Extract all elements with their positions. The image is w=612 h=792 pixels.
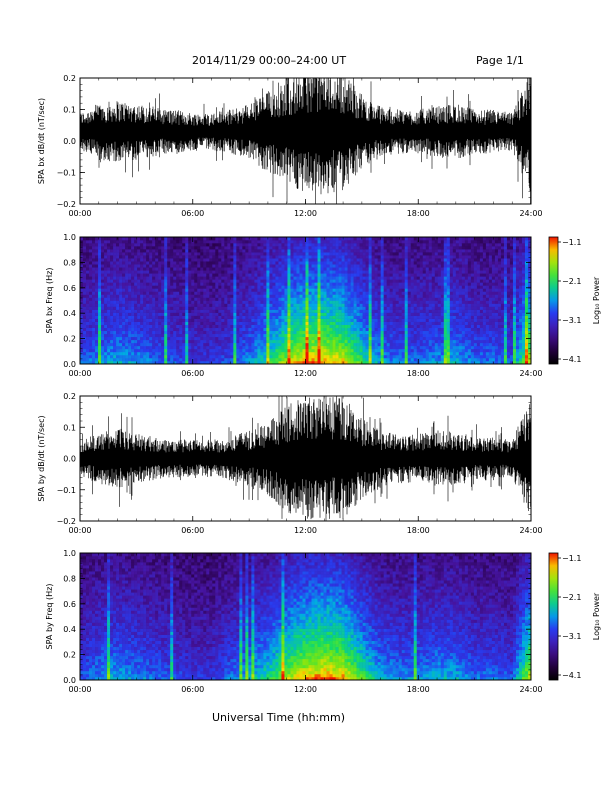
- y-tick-label: 0.8: [63, 258, 76, 267]
- y-tick-label: 0.1: [63, 423, 76, 432]
- colorbar-label: Log₁₀ Power: [592, 276, 601, 324]
- page-number: Page 1/1: [476, 54, 524, 67]
- x-tick-label: 00:00: [68, 209, 91, 218]
- x-tick-label: 24:00: [519, 369, 542, 378]
- x-tick-label: 06:00: [181, 209, 204, 218]
- x-tick-label: 12:00: [294, 685, 317, 694]
- y-tick-label: 0.4: [63, 625, 76, 634]
- colorbar-tick-label: −4.1: [562, 355, 581, 364]
- x-tick-label: 24:00: [519, 526, 542, 535]
- colorbar: [548, 552, 559, 681]
- x-tick-label: 00:00: [68, 685, 91, 694]
- y-tick-label: 0.2: [63, 335, 76, 344]
- y-tick-label: −0.2: [57, 517, 76, 526]
- x-tick-label: 18:00: [407, 369, 430, 378]
- y-tick-label: 1.0: [63, 549, 76, 558]
- y-tick-label: 0.0: [63, 455, 76, 464]
- colorbar-tick-label: −4.1: [562, 671, 581, 680]
- x-tick-label: 06:00: [181, 526, 204, 535]
- y-tick-label: −0.1: [57, 169, 76, 178]
- x-tick-label: 00:00: [68, 369, 91, 378]
- colorbar-tick-label: −3.1: [562, 632, 581, 641]
- x-tick-label: 12:00: [294, 526, 317, 535]
- y-tick-label: 0.0: [63, 137, 76, 146]
- y-tick-label: 0.0: [63, 360, 76, 369]
- x-axis-title: Universal Time (hh:mm): [212, 711, 345, 724]
- x-tick-label: 18:00: [407, 526, 430, 535]
- y-tick-label: 0.1: [63, 106, 76, 115]
- x-tick-label: 24:00: [519, 209, 542, 218]
- x-tick-label: 00:00: [68, 526, 91, 535]
- y-tick-label: −0.2: [57, 200, 76, 209]
- y-axis-label: SPA bx dB/dt (nT/sec): [37, 98, 46, 184]
- y-tick-label: −0.1: [57, 486, 76, 495]
- y-axis-label: SPA by Freq (Hz): [45, 584, 54, 650]
- spectrogram-cells: [80, 237, 532, 365]
- x-tick-label: 06:00: [181, 369, 204, 378]
- plot-title: 2014/11/29 00:00–24:00 UT: [192, 54, 347, 67]
- waveform-path: [80, 78, 531, 204]
- spectrogram-cells: [80, 553, 532, 681]
- x-tick-label: 18:00: [407, 685, 430, 694]
- y-tick-label: 0.2: [63, 74, 76, 83]
- waveform-path: [80, 396, 531, 521]
- x-tick-label: 18:00: [407, 209, 430, 218]
- y-tick-label: 0.4: [63, 309, 76, 318]
- y-tick-label: 0.6: [63, 284, 76, 293]
- y-tick-label: 0.6: [63, 600, 76, 609]
- waveform-trace: [80, 396, 531, 521]
- y-tick-label: 0.8: [63, 574, 76, 583]
- waveform-trace: [80, 78, 531, 204]
- y-tick-label: 0.2: [63, 651, 76, 660]
- colorbar-tick-label: −3.1: [562, 316, 581, 325]
- colorbar-tick-label: −1.1: [562, 238, 581, 247]
- colorbar-tick-label: −2.1: [562, 277, 581, 286]
- x-tick-label: 06:00: [181, 685, 204, 694]
- colorbar: [548, 236, 559, 365]
- colorbar-tick-label: −1.1: [562, 554, 581, 563]
- colorbar-tick-label: −2.1: [562, 593, 581, 602]
- y-tick-label: 0.0: [63, 676, 76, 685]
- y-tick-label: 1.0: [63, 233, 76, 242]
- colorbar-label: Log₁₀ Power: [592, 592, 601, 640]
- y-axis-label: SPA bx Freq (Hz): [45, 268, 54, 334]
- x-tick-label: 12:00: [294, 369, 317, 378]
- x-tick-label: 24:00: [519, 685, 542, 694]
- x-tick-label: 12:00: [294, 209, 317, 218]
- y-axis-label: SPA by dB/dt (nT/sec): [37, 415, 46, 501]
- y-tick-label: 0.2: [63, 392, 76, 401]
